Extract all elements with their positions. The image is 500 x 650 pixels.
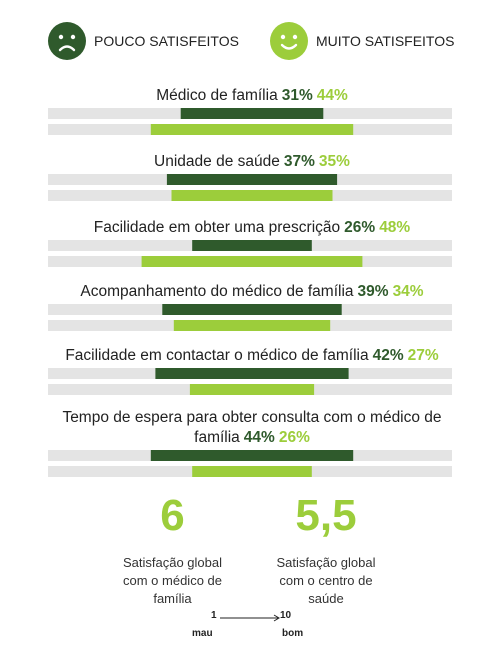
legend-label-very: MUITO SATISFEITOS xyxy=(316,33,455,49)
score-family-doctor: 6 Satisfação global com o médico de famí… xyxy=(100,494,245,608)
value-label-very: 48% xyxy=(379,219,410,236)
scale-max-label: bom xyxy=(282,628,304,639)
sad-face-icon xyxy=(48,22,86,60)
score-caption-line: saúde xyxy=(308,591,344,606)
arrow-right-icon xyxy=(220,614,280,622)
value-label-poor: 26% xyxy=(344,219,375,236)
bar-poor xyxy=(150,450,354,461)
score-caption-line: família xyxy=(153,591,192,606)
score-caption-line: com o médico de xyxy=(123,573,222,588)
scale-max: 10 xyxy=(280,610,292,621)
value-label-poor: 39% xyxy=(358,283,389,300)
row-title: Facilidade em contactar o médico de famí… xyxy=(65,347,439,364)
value-label-very: 34% xyxy=(393,283,424,300)
bar-very xyxy=(192,466,312,477)
score-health-centre: 5,5 Satisfação global com o centro de sa… xyxy=(262,494,390,608)
row-title: Facilidade em obter uma prescrição 26% 48% xyxy=(94,219,411,236)
value-label-very: 35% xyxy=(319,153,350,170)
score-caption-line: Satisfação global xyxy=(122,555,222,570)
bar-very xyxy=(173,320,331,331)
bar-poor xyxy=(162,304,342,315)
value-label-very: 26% xyxy=(279,429,310,446)
row-title: Tempo de espera para obter consulta com … xyxy=(62,409,441,426)
value-label-very: 27% xyxy=(408,347,439,364)
row-title: Unidade de saúde 37% 35% xyxy=(154,153,350,170)
score-scale: 1 10 mau bom xyxy=(190,608,310,648)
bar-very xyxy=(150,124,354,135)
score-caption: Satisfação global com o centro de saúde xyxy=(262,554,390,608)
bar-very xyxy=(141,256,363,267)
score-value: 5,5 xyxy=(295,491,357,540)
legend: POUCO SATISFEITOS MUITO SATISFEITOS xyxy=(0,22,500,62)
satisfaction-chart: Médico de família 31% 44% Unidade de saúde 3… xyxy=(48,87,452,477)
legend-item-poor: POUCO SATISFEITOS xyxy=(48,22,239,60)
row-title: família 44% 26% xyxy=(194,429,310,446)
scale-min-label: mau xyxy=(192,628,213,639)
scale-min: 1 xyxy=(211,610,217,621)
value-label-poor: 31% xyxy=(282,87,313,104)
row-title: Acompanhamento do médico de família 39% 34… xyxy=(80,283,423,300)
legend-item-very: MUITO SATISFEITOS xyxy=(270,22,454,60)
value-label-poor: 42% xyxy=(373,347,404,364)
score-value: 6 xyxy=(160,491,185,540)
bar-poor xyxy=(166,174,338,185)
value-label-poor: 37% xyxy=(284,153,315,170)
bar-poor xyxy=(155,368,349,379)
bar-very xyxy=(171,190,333,201)
bar-very xyxy=(189,384,315,395)
score-caption-line: com o centro de xyxy=(279,573,373,588)
score-caption: Satisfação global com o médico de famíli… xyxy=(100,554,245,608)
score-caption-line: Satisfação global xyxy=(276,555,376,570)
row-title: Médico de família 31% 44% xyxy=(156,87,348,104)
value-label-poor: 44% xyxy=(244,429,275,446)
bar-poor xyxy=(192,240,312,251)
bar-poor xyxy=(180,108,324,119)
happy-face-icon xyxy=(270,22,308,60)
value-label-very: 44% xyxy=(317,87,348,104)
legend-label-poor: POUCO SATISFEITOS xyxy=(94,33,239,49)
